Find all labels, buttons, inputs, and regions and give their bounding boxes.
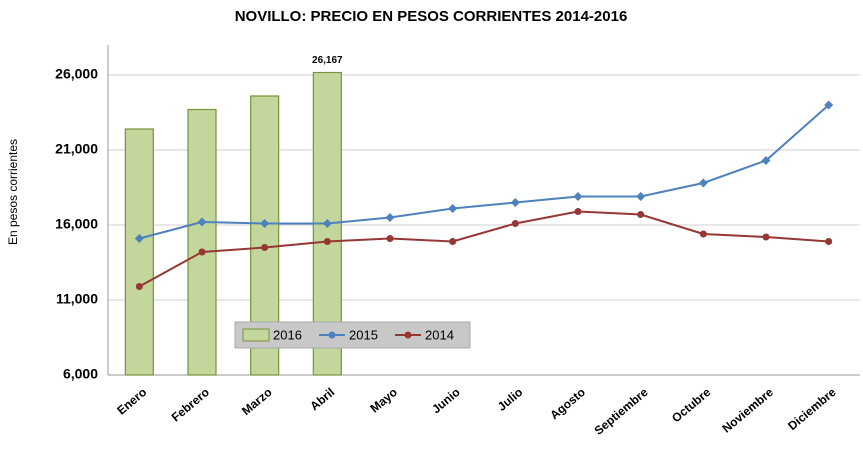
marker (385, 213, 395, 222)
legend-swatch-marker (328, 331, 336, 339)
legend-label: 2016 (273, 327, 302, 342)
legend-swatch (242, 328, 270, 342)
marker (825, 238, 833, 245)
y-axis-label: En pesos corrientes (6, 139, 20, 245)
marker (260, 219, 270, 228)
bar (124, 128, 154, 376)
line (139, 104, 830, 240)
y-tick-label: 11,000 (56, 291, 98, 307)
y-tick-label: 26,000 (55, 66, 98, 82)
marker (448, 204, 458, 213)
legend-box (234, 321, 471, 349)
x-tick-label: Septiembre (592, 385, 651, 438)
legend-label: 2015 (349, 327, 378, 342)
marker (386, 235, 394, 242)
x-tick-label: Noviembre (719, 385, 776, 436)
marker (698, 178, 708, 188)
marker (761, 156, 771, 165)
marker (449, 238, 457, 245)
bar (187, 108, 217, 376)
marker (322, 219, 332, 228)
x-tick-label: Diciembre (785, 385, 839, 433)
legend-swatch-marker (404, 331, 412, 339)
x-tick-label: Julio (495, 385, 525, 414)
marker (511, 220, 519, 227)
legend-label: 2014 (425, 327, 454, 342)
x-tick-label: Junio (429, 385, 463, 416)
marker (762, 233, 770, 241)
line (138, 210, 829, 288)
x-tick-label: Marzo (239, 385, 275, 418)
marker (197, 217, 207, 227)
x-tick-label: Octubre (669, 385, 713, 426)
marker (134, 234, 144, 243)
x-tick-label: Enero (114, 385, 149, 418)
x-tick-label: Febrero (169, 385, 212, 424)
marker (573, 192, 583, 201)
marker (261, 244, 269, 251)
data-label: 26,167 (312, 55, 343, 66)
y-tick-label: 16,000 (55, 216, 98, 232)
marker (699, 230, 707, 238)
marker (135, 283, 143, 290)
y-tick-label: 21,000 (55, 141, 98, 157)
x-tick-label: Agosto (547, 385, 588, 422)
marker (636, 192, 646, 201)
marker (323, 238, 331, 245)
y-tick-label: 6,000 (63, 366, 98, 382)
marker (198, 248, 206, 256)
chart-title: NOVILLO: PRECIO EN PESOS CORRIENTES 2014… (235, 8, 628, 25)
marker (574, 208, 582, 215)
marker (824, 100, 834, 110)
legend: 2016 2015 2014 (234, 321, 471, 349)
marker (637, 211, 645, 218)
x-tick-label: Abril (307, 385, 337, 413)
x-tick-label: Mayo (367, 385, 400, 415)
marker (510, 198, 520, 207)
